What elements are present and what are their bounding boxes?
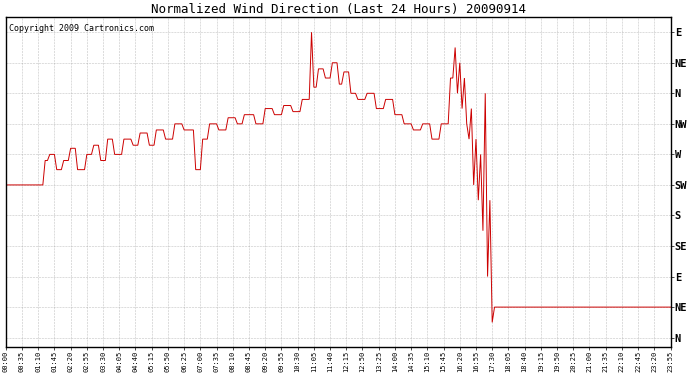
Title: Normalized Wind Direction (Last 24 Hours) 20090914: Normalized Wind Direction (Last 24 Hours…	[150, 3, 526, 16]
Text: Copyright 2009 Cartronics.com: Copyright 2009 Cartronics.com	[9, 24, 154, 33]
